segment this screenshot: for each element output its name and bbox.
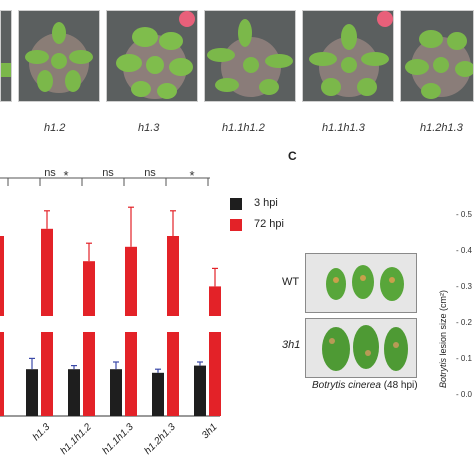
y-tick-label: - 0.5 bbox=[456, 210, 473, 219]
plant-photo-h1-1h1-3 bbox=[302, 10, 394, 102]
photo-label-h1-2: h1.2 bbox=[44, 122, 66, 134]
plant-photo-h1-1h1-2 bbox=[204, 10, 296, 102]
axis-label-species: Botrytis bbox=[438, 357, 448, 388]
bar-3hpi bbox=[194, 365, 206, 416]
significance-label: ns bbox=[102, 167, 114, 179]
y-tick-label: - 0.2 bbox=[456, 318, 473, 327]
bar-72hpi bbox=[209, 286, 221, 416]
bar-3hpi bbox=[110, 369, 122, 416]
bar-72hpi bbox=[83, 261, 95, 416]
lesion-size-axis-label: Botrytis lesion size (cm²) bbox=[438, 290, 448, 388]
plant-photo-h1-3 bbox=[106, 10, 198, 102]
photo-label-h1-3: h1.3 bbox=[138, 122, 160, 134]
bar-3hpi bbox=[68, 369, 80, 416]
lesion-bar-chart bbox=[0, 177, 225, 417]
photo-label-h1-1h1-3: h1.1h1.3 bbox=[322, 122, 365, 134]
leaf-caption: Botrytis cinerea (48 hpi) bbox=[312, 380, 418, 391]
bar-3hpi bbox=[26, 369, 38, 416]
photo-label-h1-1h1-2: h1.1h1.2 bbox=[222, 122, 265, 134]
y-tick-label: - 0.0 bbox=[456, 390, 473, 399]
bar-3hpi bbox=[152, 372, 164, 416]
y-tick-label: - 0.4 bbox=[456, 246, 473, 255]
photo-label-h1-2h1-3: h1.2h1.3 bbox=[420, 122, 463, 134]
significance-label: * bbox=[63, 168, 69, 183]
y-tick-label: - 0.1 bbox=[456, 354, 473, 363]
significance-label: * bbox=[189, 168, 195, 183]
panel-label-c: C bbox=[288, 149, 297, 163]
axis-break bbox=[0, 316, 225, 332]
leaf-image-wt bbox=[305, 253, 417, 313]
row-label-3h1: 3h1 bbox=[282, 339, 301, 351]
significance-label: ns bbox=[144, 167, 156, 179]
leaf-image-3h1 bbox=[305, 318, 417, 378]
caption-species: Botrytis cinerea bbox=[312, 380, 381, 391]
legend-label-72hpi: 72 hpi bbox=[254, 218, 284, 230]
axis-label-rest: lesion size (cm²) bbox=[438, 289, 448, 356]
plant-photo-partial bbox=[0, 10, 12, 102]
legend-swatch-72hpi bbox=[230, 219, 242, 231]
legend-label-3hpi: 3 hpi bbox=[254, 197, 278, 209]
plant-photo-h1-2 bbox=[18, 10, 100, 102]
plant-photo-h1-2h1-3 bbox=[400, 10, 474, 102]
y-tick-label: - 0.3 bbox=[456, 282, 473, 291]
legend-swatch-3hpi bbox=[230, 198, 242, 210]
caption-time: (48 hpi) bbox=[383, 380, 418, 391]
row-label-wt: WT bbox=[282, 276, 300, 288]
significance-label: ns bbox=[44, 167, 56, 179]
plant-photo-strip bbox=[0, 0, 474, 108]
